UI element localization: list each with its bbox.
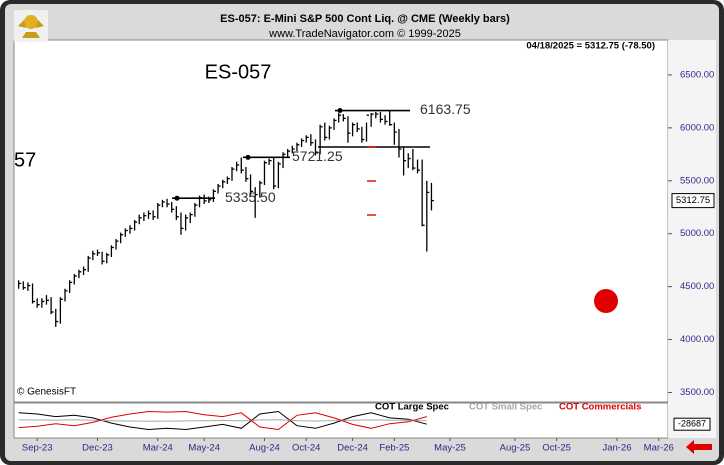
cot-line (18, 419, 427, 422)
x-tick-label: Aug-25 (500, 443, 531, 454)
price-panel (13, 39, 669, 403)
level-label: 6163.75 (420, 101, 471, 117)
y-tick-label: 6000.00 (680, 122, 714, 133)
last-value-box (673, 417, 711, 431)
level-marker (174, 195, 180, 201)
y-tick-label: 5000.00 (680, 228, 714, 239)
x-tick-label: Dec-23 (82, 443, 113, 454)
level-label: 5721.25 (292, 148, 343, 164)
level-marker (245, 154, 251, 160)
x-tick-label: Sep-23 (22, 443, 53, 454)
x-tick-label: Jan-26 (602, 443, 631, 454)
x-tick-label: Feb-25 (379, 443, 409, 454)
logo-horn (18, 20, 44, 28)
scroll-arrow[interactable] (686, 440, 712, 454)
red-dot (594, 289, 618, 313)
y-tick-label: 3500.00 (680, 387, 714, 398)
logo (14, 10, 48, 42)
legend-label: COT Small Spec (469, 402, 542, 413)
y-tick-label: 4000.00 (680, 334, 714, 345)
level-marker (337, 108, 343, 114)
cot-line (18, 410, 427, 431)
header-title: ES-057: E-Mini S&P 500 Cont Liq. @ CME (… (220, 13, 510, 25)
y-tick-label: 5500.00 (680, 175, 714, 186)
x-tick-label: Aug-24 (249, 443, 280, 454)
y-tick-label: 4500.00 (680, 281, 714, 292)
chart-title: ES-057 (205, 61, 272, 83)
side-label: 57 (14, 149, 36, 171)
x-tick-label: Oct-24 (292, 443, 321, 454)
legend-label: COT Large Spec (375, 402, 449, 413)
y-tick-label: 6500.00 (680, 69, 714, 80)
last-quote: 04/18/2025 = 5312.75 (-78.50) (526, 41, 655, 52)
x-tick-label: May-24 (188, 443, 220, 454)
axis-strip (668, 40, 716, 438)
last-value-label: -28687 (678, 419, 706, 429)
last-price-box (671, 193, 715, 209)
red-dashes (367, 146, 376, 216)
legend-label: COT Commercials (559, 402, 641, 413)
header-copyright: www.TradeNavigator.com © 1999-2025 (268, 28, 461, 40)
logo-head (24, 15, 38, 29)
x-tick-label: Mar-24 (143, 443, 173, 454)
x-tick-label: May-25 (434, 443, 466, 454)
watermark: © GenesisFT (17, 387, 76, 398)
level-label: 5335.50 (225, 189, 276, 205)
logo-base (22, 32, 40, 38)
x-tick-label: Dec-24 (337, 443, 368, 454)
cot-line (18, 410, 427, 431)
last-price-label: 5312.75 (676, 195, 710, 206)
x-tick-label: Mar-26 (644, 443, 674, 454)
x-tick-label: Oct-25 (542, 443, 571, 454)
